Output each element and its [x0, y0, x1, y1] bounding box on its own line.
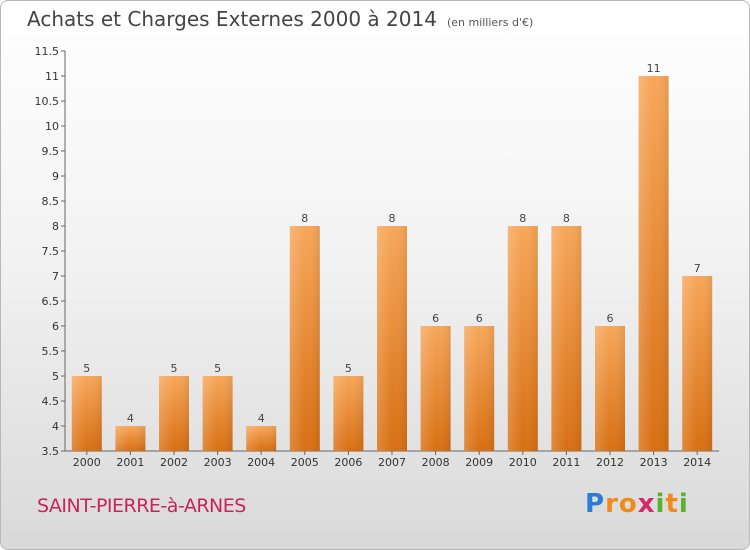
data-label: 6 — [476, 312, 483, 325]
data-label: 4 — [127, 412, 134, 425]
data-label: 6 — [607, 312, 614, 325]
bar-shade — [377, 226, 407, 451]
y-tick-label: 6 — [52, 320, 59, 333]
data-label: 4 — [258, 412, 265, 425]
x-tick-label: 2010 — [509, 456, 537, 469]
x-tick-label: 2012 — [596, 456, 624, 469]
bar-shade — [551, 226, 582, 451]
logo-letter: r — [605, 489, 619, 519]
y-tick-label: 4 — [52, 420, 59, 433]
place-name: SAINT-PIERRE-à-ARNES — [37, 495, 246, 517]
data-label: 8 — [301, 212, 308, 225]
data-label: 5 — [171, 362, 178, 375]
x-tick-label: 2014 — [683, 456, 711, 469]
x-tick-label: 2001 — [116, 456, 144, 469]
bar-shade — [464, 326, 495, 451]
bar-shade — [71, 376, 102, 451]
y-tick-label: 11.5 — [35, 45, 60, 58]
y-tick-label: 9.5 — [42, 145, 60, 158]
y-tick-label: 10 — [45, 120, 59, 133]
bar-shade — [246, 426, 277, 451]
y-tick-label: 9 — [52, 170, 59, 183]
x-tick-label: 2000 — [73, 456, 101, 469]
y-tick-label: 7 — [52, 270, 59, 283]
y-tick-label: 8 — [52, 220, 59, 233]
bar-shade — [202, 376, 233, 451]
data-label: 5 — [214, 362, 221, 375]
data-label: 5 — [345, 362, 352, 375]
y-tick-label: 10.5 — [35, 95, 60, 108]
x-tick-label: 2008 — [422, 456, 450, 469]
y-tick-label: 4.5 — [42, 395, 60, 408]
x-tick-label: 2013 — [640, 456, 668, 469]
y-tick-label: 5.5 — [42, 345, 60, 358]
chart-title: Achats et Charges Externes 2000 à 2014 (e… — [27, 7, 533, 31]
data-label: 8 — [519, 212, 526, 225]
data-label: 6 — [432, 312, 439, 325]
y-tick-label: 6.5 — [42, 295, 60, 308]
proxiti-logo: Proxiti — [585, 489, 689, 519]
bar-shade — [420, 326, 451, 451]
y-tick-label: 8.5 — [42, 195, 60, 208]
x-tick-label: 2005 — [291, 456, 319, 469]
logo-letter: o — [618, 489, 638, 519]
bar-shade — [507, 226, 538, 451]
bars — [71, 76, 713, 451]
bar-shade — [289, 226, 320, 451]
chart-unit: (en milliers d'€) — [446, 16, 534, 29]
logo-letter: i — [678, 489, 689, 519]
data-label: 7 — [694, 262, 701, 275]
x-tick-label: 2009 — [465, 456, 493, 469]
logo-letter: t — [665, 489, 679, 519]
x-tick-label: 2003 — [204, 456, 232, 469]
y-tick-label: 3.5 — [42, 445, 60, 458]
data-label: 8 — [389, 212, 396, 225]
chart-title-text: Achats et Charges Externes 2000 à 2014 — [27, 7, 437, 31]
logo-letter: x — [637, 489, 656, 519]
bar-shade — [115, 426, 146, 451]
bar-shade — [159, 376, 189, 451]
x-tick-label: 2007 — [378, 456, 406, 469]
logo-letter: P — [585, 489, 606, 519]
bar-shade — [682, 276, 713, 451]
axes: 3.5 4 4.5 5 5.5 6 6.5 7 7.5 8 8.5 9 9.5 10 10.5 11 11.5 — [35, 45, 719, 458]
bar-shade — [595, 326, 625, 451]
bar-shade — [333, 376, 364, 451]
bar-shade — [638, 76, 669, 451]
data-label: 5 — [83, 362, 90, 375]
y-tick-label: 11 — [45, 70, 59, 83]
x-tick-label: 2006 — [334, 456, 362, 469]
x-tick-label: 2004 — [247, 456, 275, 469]
y-tick-label: 5 — [52, 370, 59, 383]
logo-letter: i — [655, 489, 666, 519]
labels: 2000 5 2001 4 2002 5 2003 5 2004 4 2005 8 2006 5 2007 8… — [73, 62, 711, 469]
data-label: 11 — [647, 62, 661, 75]
y-tick-label: 7.5 — [42, 245, 60, 258]
data-label: 8 — [563, 212, 570, 225]
x-tick-label: 2002 — [160, 456, 188, 469]
x-tick-label: 2011 — [552, 456, 580, 469]
